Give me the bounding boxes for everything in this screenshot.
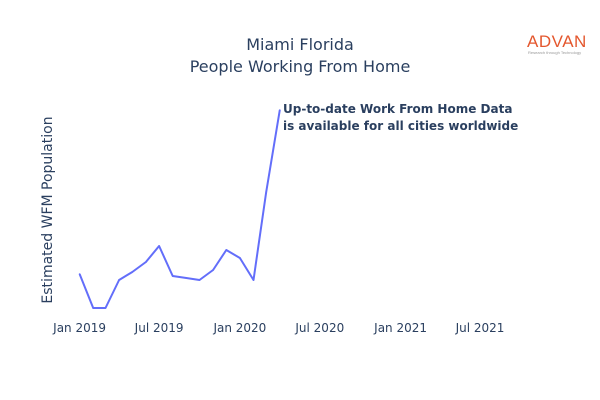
series-group	[78, 109, 281, 309]
data-point	[212, 269, 214, 271]
series-line	[78, 109, 281, 309]
data-point	[171, 275, 174, 277]
data-point	[92, 307, 94, 309]
x-axis-ticks: Jan 2019 Jul 2019 Jan 2020 Jul 2020 Jan 2021…	[52, 321, 504, 335]
data-point	[118, 279, 120, 281]
data-point	[239, 257, 241, 259]
data-point	[145, 261, 147, 263]
annotation: Up-to-date Work From Home Data is availa…	[283, 101, 518, 135]
advan-logo: ADVAN Research through Technology	[527, 33, 597, 56]
data-point	[252, 279, 255, 281]
data-point	[265, 191, 268, 193]
x-tick-label: Jan 2019	[52, 321, 106, 335]
x-tick-label: Jan 2021	[373, 321, 427, 335]
data-point	[185, 277, 188, 279]
annotation-line-2: is available for all cities worldwide	[283, 119, 519, 133]
x-tick-label: Jul 2021	[455, 321, 505, 335]
chart-title: Miami Florida	[246, 35, 354, 54]
data-point	[131, 271, 134, 273]
x-tick-label: Jul 2019	[134, 321, 184, 335]
data-point	[158, 245, 160, 247]
annotation-line-1: Up-to-date Work From Home Data	[283, 102, 513, 116]
logo-wordmark: ADVAN	[527, 32, 587, 51]
data-point	[104, 307, 107, 309]
x-tick-label: Jul 2020	[294, 321, 344, 335]
data-point	[279, 109, 281, 111]
data-point	[225, 249, 228, 251]
chart-subtitle: People Working From Home	[189, 57, 411, 76]
logo-tagline: Research through Technology	[528, 50, 582, 55]
data-point	[78, 273, 81, 275]
data-point	[198, 279, 201, 281]
x-tick-label: Jan 2020	[212, 321, 266, 335]
